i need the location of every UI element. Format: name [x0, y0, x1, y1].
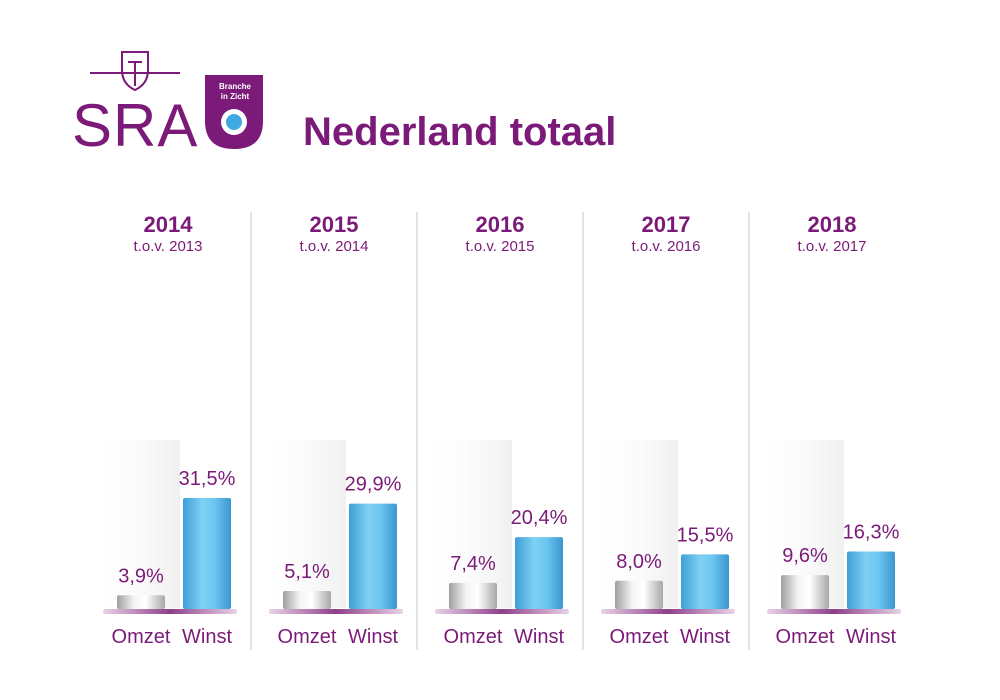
year-subtitle: t.o.v. 2017 [798, 238, 867, 255]
data-label: 31,5% [179, 468, 236, 490]
data-label: 15,5% [677, 524, 734, 546]
year-label: 2018 [808, 212, 857, 237]
year-subtitle: t.o.v. 2015 [466, 238, 535, 255]
data-label: 5,1% [284, 561, 330, 583]
data-label: 8,0% [616, 551, 662, 573]
bar-shadow [422, 440, 512, 608]
bar-base [601, 609, 735, 614]
year-label: 2017 [642, 212, 691, 237]
bar-base [269, 609, 403, 614]
winst-bar [515, 537, 563, 609]
bar-base [435, 609, 569, 614]
winst-bar [847, 551, 895, 609]
bar-base [103, 609, 237, 614]
data-label: 29,9% [345, 474, 402, 496]
badge-label: Branche in Zicht [210, 82, 260, 102]
category-label: Winst [680, 626, 730, 648]
year-subtitle: t.o.v. 2013 [134, 238, 203, 255]
badge-label-line1: Branche [218, 82, 251, 91]
data-label: 20,4% [511, 507, 568, 529]
data-label: 7,4% [450, 553, 496, 575]
bar-base [767, 609, 901, 614]
branche-in-zicht-badge-icon [205, 75, 263, 149]
year-label: 2014 [144, 212, 194, 237]
bar-shadow [588, 440, 678, 608]
omzet-bar [283, 591, 331, 609]
category-label: Omzet [444, 626, 503, 648]
data-label: 9,6% [782, 545, 828, 567]
category-label: Omzet [278, 626, 337, 648]
data-label: 16,3% [843, 522, 900, 544]
winst-bar [349, 503, 397, 609]
category-label: Winst [846, 626, 896, 648]
omzet-bar [781, 575, 829, 609]
sra-logo-icon [90, 51, 180, 92]
winst-bar [183, 498, 231, 609]
category-label: Winst [514, 626, 564, 648]
year-subtitle: t.o.v. 2014 [300, 238, 369, 255]
bar-shadow [90, 440, 180, 608]
omzet-bar [117, 595, 165, 609]
winst-bar [681, 554, 729, 609]
category-label: Winst [182, 626, 232, 648]
year-subtitle: t.o.v. 2016 [632, 238, 701, 255]
badge-label-line2: in Zicht [220, 92, 250, 101]
category-label: Omzet [776, 626, 835, 648]
category-label: Winst [348, 626, 398, 648]
category-label: Omzet [112, 626, 171, 648]
data-label: 3,9% [118, 565, 164, 587]
year-label: 2016 [476, 212, 525, 237]
logo-text: SRA [72, 92, 199, 159]
category-label: Omzet [610, 626, 669, 648]
bar-shadow [256, 440, 346, 608]
omzet-bar [449, 582, 497, 609]
page-title: Nederland totaal [303, 110, 617, 154]
omzet-bar [615, 580, 663, 609]
year-label: 2015 [310, 212, 359, 237]
